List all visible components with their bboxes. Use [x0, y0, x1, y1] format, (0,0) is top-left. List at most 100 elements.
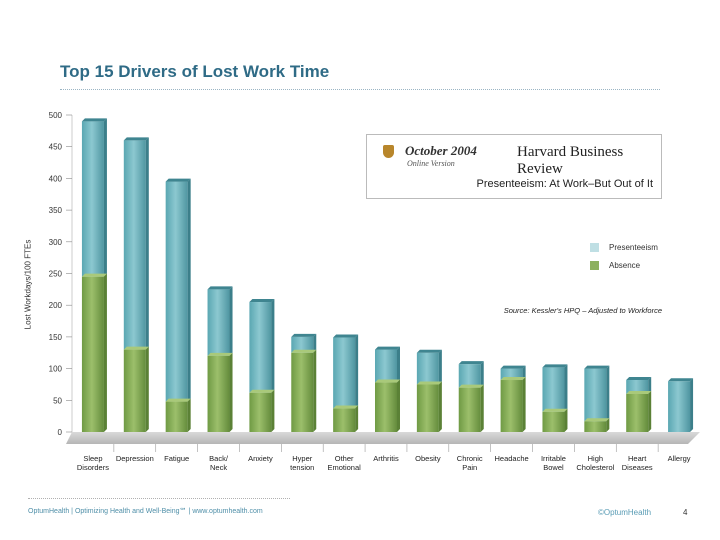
y-tick-label: 350	[49, 206, 63, 215]
y-tick-label: 400	[49, 174, 63, 183]
bar-absence	[249, 392, 272, 432]
harvard-crest-icon	[383, 145, 394, 158]
bar-side-absence	[564, 408, 568, 432]
page-title: Top 15 Drivers of Lost Work Time	[60, 62, 330, 81]
title-divider	[60, 89, 660, 90]
hbr-date: October 2004	[405, 143, 477, 158]
x-tick-label: Obesity	[415, 454, 441, 463]
bar-side-presenteeism	[606, 365, 610, 422]
bar-side-presenteeism	[313, 333, 317, 353]
legend-swatch-absence	[590, 260, 599, 270]
bar-side-absence	[606, 418, 610, 432]
bar-top-absence	[81, 273, 107, 277]
y-tick-label: 500	[49, 111, 63, 120]
bar-top-presenteeism	[291, 333, 317, 337]
bar-side-absence	[480, 384, 484, 432]
x-tick-label: Disorders	[77, 463, 109, 472]
hbr-publication: Harvard Business Review	[517, 144, 624, 177]
bar-top-presenteeism	[416, 349, 442, 353]
bar-side-absence	[187, 398, 191, 432]
bar-top-absence	[165, 398, 191, 402]
footer-divider	[28, 498, 290, 499]
x-tick-label: Irritable	[541, 454, 566, 463]
bar-top-absence	[207, 352, 233, 356]
legend-label-presenteeism: Presenteeism	[609, 242, 658, 252]
bar-top-absence	[123, 346, 149, 350]
bar-presenteeism	[249, 302, 272, 393]
bar-presenteeism	[458, 364, 481, 388]
legend-swatch-presenteeism	[590, 242, 599, 252]
bar-top-absence	[542, 408, 568, 412]
x-tick-label: Neck	[210, 463, 227, 472]
bar-side-presenteeism	[690, 378, 694, 432]
bar-top-presenteeism	[333, 334, 359, 338]
x-tick-label: Fatigue	[164, 454, 189, 463]
bar-side-absence	[103, 273, 107, 432]
y-tick-label: 300	[49, 238, 63, 247]
page-number: 4	[683, 508, 688, 517]
bar-side-presenteeism	[187, 178, 191, 402]
bar-side-presenteeism	[397, 346, 400, 383]
bar-top-presenteeism	[668, 378, 694, 382]
bar-absence	[584, 421, 607, 432]
bar-top-absence	[291, 349, 317, 353]
bar-top-absence	[375, 379, 400, 383]
x-tick-label: Diseases	[622, 463, 653, 472]
x-tick-label: Chronic	[457, 454, 483, 463]
bar-top-absence	[500, 377, 526, 381]
bar-side-presenteeism	[564, 364, 568, 412]
bar-top-absence	[584, 418, 610, 422]
bar-side-presenteeism	[229, 286, 233, 356]
bar-presenteeism	[626, 380, 649, 394]
bar-side-absence	[145, 346, 149, 432]
bar-absence	[165, 401, 188, 432]
x-tick-label: Back/	[209, 454, 229, 463]
x-tick-label: Depression	[116, 454, 154, 463]
legend-item-absence: Absence	[590, 258, 658, 272]
x-tick-label: Anxiety	[248, 454, 273, 463]
bar-presenteeism	[584, 368, 607, 422]
bar-side-absence	[355, 405, 359, 432]
x-tick-label: Sleep	[83, 454, 102, 463]
bar-top-presenteeism	[375, 346, 400, 350]
bar-absence	[500, 380, 523, 432]
legend-item-presenteeism: Presenteeism	[590, 240, 658, 254]
bar-side-absence	[648, 390, 652, 432]
x-tick-label: Hyper	[292, 454, 313, 463]
bar-top-absence	[626, 390, 652, 394]
bar-absence	[333, 408, 356, 432]
bar-presenteeism	[291, 336, 314, 353]
x-tick-label: Headache	[494, 454, 528, 463]
bar-side-presenteeism	[522, 365, 526, 381]
bar-side-presenteeism	[355, 334, 359, 409]
bar-side-presenteeism	[271, 299, 275, 393]
bar-top-absence	[249, 389, 275, 393]
bar-presenteeism	[416, 352, 439, 385]
hbr-citation-badge: October 2004 Online Version Harvard Busi…	[366, 134, 662, 199]
hbr-online-label: Online Version	[407, 159, 455, 168]
bar-side-absence	[271, 389, 275, 432]
bar-presenteeism	[81, 121, 104, 277]
legend-label-absence: Absence	[609, 260, 641, 270]
bar-presenteeism	[668, 381, 691, 432]
bar-absence	[291, 352, 314, 432]
bar-top-presenteeism	[207, 286, 233, 290]
hbr-article-title: Presenteeism: At Work–But Out of It	[476, 178, 653, 190]
bar-absence	[375, 382, 397, 432]
bar-presenteeism	[500, 368, 523, 381]
bar-side-presenteeism	[648, 377, 652, 394]
y-tick-label: 450	[49, 143, 63, 152]
x-tick-label: Pain	[462, 463, 477, 472]
bar-top-presenteeism	[165, 178, 191, 182]
bar-top-presenteeism	[542, 364, 568, 368]
bar-top-presenteeism	[458, 361, 484, 365]
bar-absence	[81, 276, 104, 432]
y-tick-label: 0	[58, 428, 63, 437]
bar-side-presenteeism	[480, 361, 484, 388]
footer-logo: ©OptumHealth	[598, 508, 652, 517]
bar-absence	[416, 384, 439, 432]
bar-side-absence	[229, 352, 233, 432]
bar-top-presenteeism	[584, 365, 610, 369]
bar-side-absence	[522, 377, 526, 432]
